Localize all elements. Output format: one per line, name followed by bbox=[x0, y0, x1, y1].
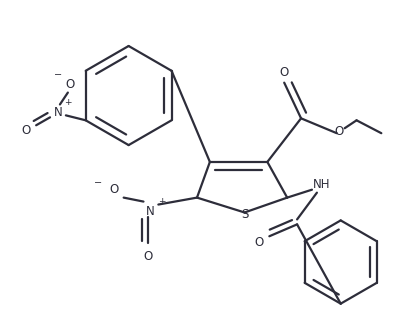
Text: −: − bbox=[94, 178, 102, 188]
Text: O: O bbox=[144, 250, 153, 263]
Text: O: O bbox=[334, 125, 343, 138]
Text: NH: NH bbox=[313, 178, 331, 191]
Text: +: + bbox=[158, 197, 166, 206]
Text: −: − bbox=[54, 70, 62, 80]
Text: O: O bbox=[109, 183, 118, 196]
Text: O: O bbox=[65, 78, 74, 91]
Text: N: N bbox=[146, 205, 155, 218]
Text: N: N bbox=[53, 106, 62, 119]
Text: O: O bbox=[22, 124, 31, 137]
Text: O: O bbox=[279, 66, 289, 79]
Text: O: O bbox=[255, 236, 264, 249]
Text: S: S bbox=[241, 208, 248, 221]
Text: +: + bbox=[64, 98, 72, 107]
